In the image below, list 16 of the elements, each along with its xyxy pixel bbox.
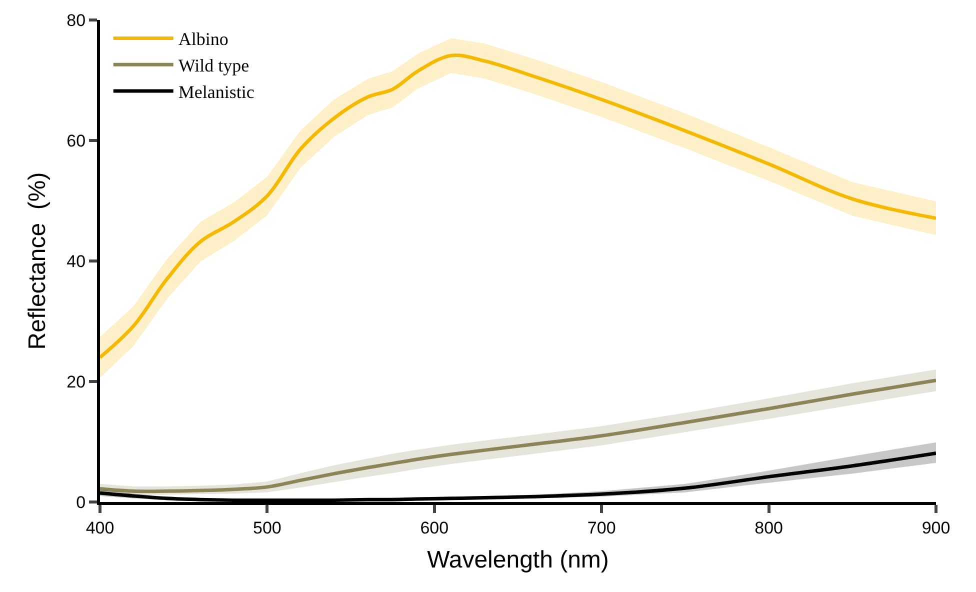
x-tick-label: 700 (587, 518, 616, 538)
y-axis-title: Reflectance (%) (24, 172, 51, 350)
legend-label: Wild type (178, 56, 250, 76)
x-tick-label: 500 (253, 518, 282, 538)
x-tick-label: 600 (420, 518, 449, 538)
x-tick-label: 400 (86, 518, 114, 538)
legend-label: Albino (178, 29, 228, 50)
y-tick-label: 80 (66, 10, 86, 30)
legend-label: Melanistic (178, 82, 254, 102)
y-tick-label: 60 (66, 131, 86, 150)
x-axis-title: Wavelength (nm) (427, 546, 609, 574)
y-tick-label: 40 (66, 252, 86, 271)
y-tick-label: 0 (76, 492, 86, 512)
y-tick-label: 20 (66, 372, 86, 392)
x-tick-label: 900 (922, 518, 950, 538)
x-tick-label: 800 (754, 518, 783, 538)
